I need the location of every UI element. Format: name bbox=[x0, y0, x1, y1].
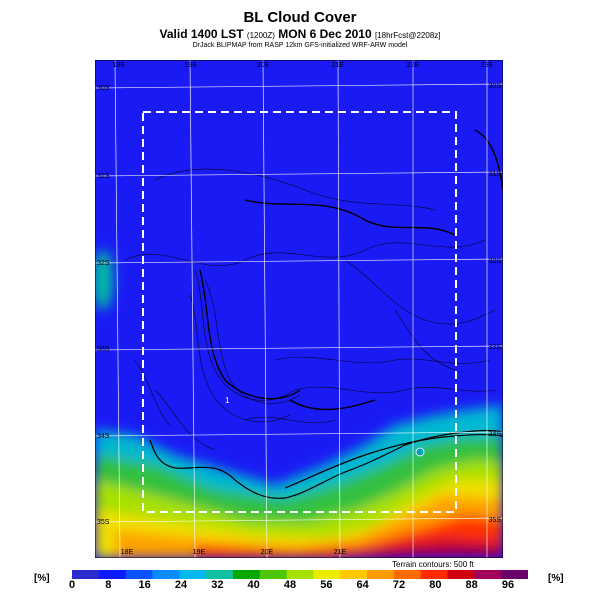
left-lat-label: 31S bbox=[97, 173, 110, 180]
top-lon-label: 18E bbox=[113, 62, 126, 69]
terrain-contours bbox=[124, 168, 496, 451]
colorbar-tick-label: 72 bbox=[392, 579, 406, 591]
colorbar-tick-label: 32 bbox=[211, 579, 224, 591]
colorbar-segment bbox=[474, 570, 502, 579]
thick-contours bbox=[199, 129, 503, 411]
colorbar-segment bbox=[420, 570, 449, 579]
bottom-lon-label: 19E bbox=[193, 549, 206, 556]
terrain-note: Terrain contours: 500 ft bbox=[392, 560, 474, 569]
top-lon-label: 20E bbox=[257, 62, 270, 69]
forecast-run: [18hrFcst@2208z] bbox=[375, 31, 441, 40]
colorbar-tick-label: 80 bbox=[429, 579, 442, 591]
lat-lon-grid bbox=[95, 60, 503, 558]
left-lat-label: 35S bbox=[97, 519, 110, 526]
top-lon-label: 23E bbox=[481, 62, 494, 69]
colorbar-segment bbox=[501, 570, 528, 579]
point-label: 1 bbox=[225, 396, 230, 405]
top-lon-label: 22E bbox=[407, 62, 420, 69]
domain-boundary bbox=[142, 111, 457, 513]
top-lon-label: 19E bbox=[185, 62, 198, 69]
colorbar bbox=[72, 570, 528, 579]
colorbar-segment bbox=[206, 570, 234, 579]
hot-spot-marker bbox=[415, 447, 425, 457]
right-lat-label: 34S bbox=[489, 431, 502, 438]
coastline bbox=[149, 429, 503, 499]
colorbar-segment bbox=[152, 570, 180, 579]
colorbar-segment bbox=[393, 570, 422, 579]
right-lat-label: 35S bbox=[489, 517, 502, 524]
forecast-date: MON 6 Dec 2010 bbox=[278, 27, 372, 41]
colorbar-tick-label: 56 bbox=[320, 579, 333, 591]
left-lat-label: 33S bbox=[97, 346, 110, 353]
bottom-lon-label: 21E bbox=[334, 549, 347, 556]
chart-title: BL Cloud Cover bbox=[243, 9, 357, 26]
colorbar-tick-label: 96 bbox=[501, 579, 515, 591]
bottom-lon-label: 18E bbox=[121, 549, 134, 556]
colorbar-segment bbox=[72, 570, 100, 579]
bottom-lon-label: 20E bbox=[261, 549, 274, 556]
colorbar-segment bbox=[232, 570, 261, 579]
model-credit: DrJack BLIPMAP from RASP 12km GFS-initia… bbox=[192, 42, 408, 49]
colorbar-tick-label: 8 bbox=[105, 579, 112, 591]
right-lat-label: 32S bbox=[489, 258, 502, 265]
colorbar-tick-label: 48 bbox=[283, 579, 297, 591]
unit-left: [%] bbox=[34, 573, 50, 584]
colorbar-segment bbox=[340, 570, 368, 579]
right-lat-label: 33S bbox=[489, 344, 502, 351]
top-lon-label: 21E bbox=[332, 62, 345, 69]
right-lat-label: 30S bbox=[489, 83, 502, 90]
colorbar-segment bbox=[313, 570, 341, 579]
colorbar-segment bbox=[98, 570, 127, 579]
colorbar-tick-label: 0 bbox=[68, 579, 76, 591]
colorbar-segment bbox=[125, 570, 153, 579]
cloud-cover-map: 18E 19E 20E 21E 22E 23E 18E 19E 20E 21E 30S 31S 32… bbox=[95, 60, 503, 558]
utc-time: (1200Z) bbox=[246, 31, 275, 40]
colorbar-tick-label: 40 bbox=[247, 579, 260, 591]
colorbar-segment bbox=[259, 570, 288, 579]
valid-time: Valid 1400 LST bbox=[159, 27, 244, 41]
colorbar-tick-label: 64 bbox=[356, 579, 369, 591]
left-lat-label: 34S bbox=[97, 433, 110, 440]
colorbar-tick-label: 24 bbox=[174, 579, 188, 591]
colorbar-tick-label: 88 bbox=[465, 579, 478, 591]
unit-right: [%] bbox=[548, 573, 564, 584]
colorbar-segment bbox=[367, 570, 395, 579]
colorbar-segment bbox=[179, 570, 207, 579]
left-lat-label: 32S bbox=[97, 260, 110, 267]
left-lat-label: 30S bbox=[97, 85, 110, 92]
colorbar-segment bbox=[286, 570, 314, 579]
right-lat-label: 31S bbox=[489, 171, 502, 178]
chart-subtitle: Valid 1400 LST (1200Z) MON 6 Dec 2010 [1… bbox=[0, 27, 600, 41]
colorbar-tick-label: 16 bbox=[138, 579, 151, 591]
colorbar-segment bbox=[447, 570, 475, 579]
